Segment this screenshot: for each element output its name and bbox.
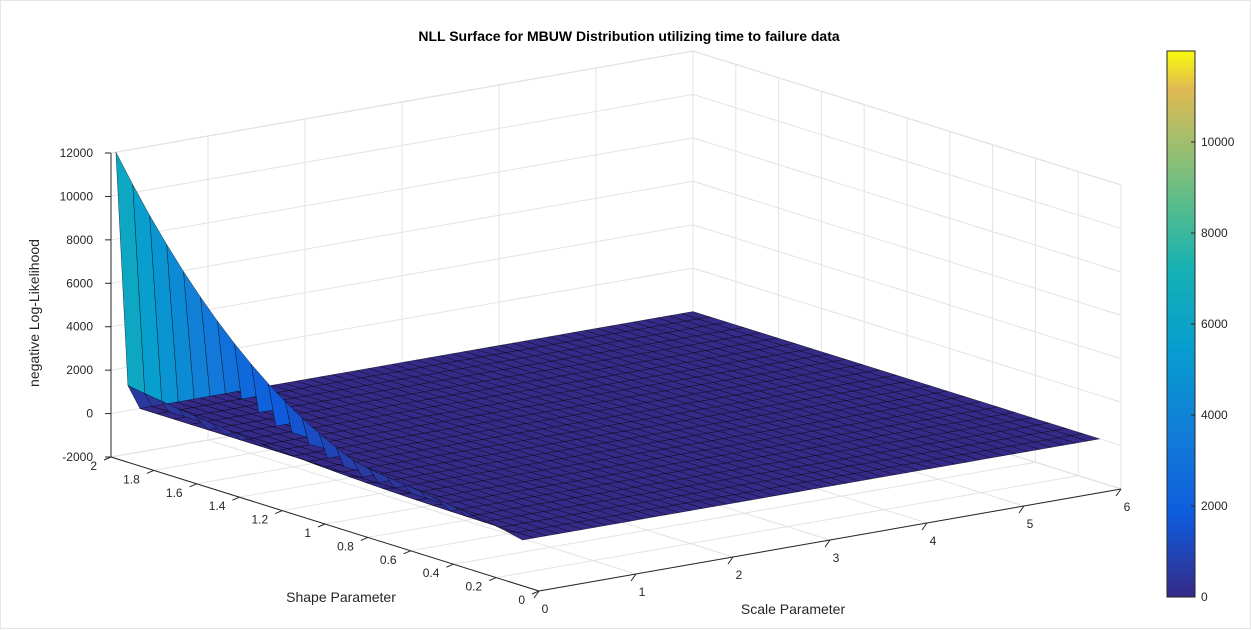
z-tick-label: 2000	[66, 363, 93, 377]
y-tick-label: 0.6	[380, 553, 397, 567]
grid-line	[692, 93, 1122, 229]
y-tick-label: 0.2	[466, 580, 483, 594]
x-tick-mark	[533, 590, 540, 599]
y-tick-mark	[403, 550, 411, 555]
grid-line	[692, 180, 1122, 316]
y-tick-label: 1	[304, 526, 311, 540]
colorbar-tick-label: 6000	[1201, 317, 1228, 331]
x-tick-mark	[1115, 488, 1122, 497]
z-tick-label: 0	[86, 407, 93, 421]
y-tick-label: 1.4	[209, 499, 226, 513]
y-tick-mark	[275, 510, 283, 515]
x-tick-mark	[727, 556, 734, 565]
x-tick-label: 5	[1027, 517, 1034, 531]
y-tick-mark	[360, 536, 368, 541]
y-tick-label: 1.2	[252, 513, 269, 527]
grid-line	[110, 50, 694, 154]
x-tick-label: 0	[542, 602, 549, 616]
z-tick-label: 8000	[66, 233, 93, 247]
x-tick-label: 3	[833, 551, 840, 565]
grid-line	[692, 224, 1122, 360]
grid-line	[692, 267, 1122, 403]
surface-patch	[505, 530, 535, 541]
grid-line	[110, 180, 694, 284]
colorbar: 0 2000 4000 6000 8000 10000	[1166, 50, 1235, 604]
nll-surface	[115, 152, 1100, 541]
colorbar-tick-label: 10000	[1201, 135, 1235, 149]
z-tick-label: 10000	[60, 189, 94, 203]
y-tick-label: 0.8	[337, 539, 354, 553]
x-axis-label: Scale Parameter	[741, 601, 846, 617]
z-tick-label: 6000	[66, 276, 93, 290]
x-tick-label: 6	[1124, 500, 1131, 514]
grid-line	[692, 137, 1122, 273]
colorbar-gradient	[1166, 50, 1196, 598]
grid-line	[110, 93, 694, 197]
grid-line	[453, 461, 1036, 565]
x-tick-label: 2	[736, 568, 743, 582]
axis-ticks: 012345600.20.40.60.811.21.41.61.82-20000…	[60, 146, 1131, 616]
y-tick-label: 1.8	[123, 472, 140, 486]
y-tick-mark	[317, 523, 326, 528]
chart-title: NLL Surface for MBUW Distribution utiliz…	[418, 28, 840, 44]
x-tick-mark	[824, 539, 831, 548]
y-tick-label: 0.4	[423, 566, 440, 580]
colorbar-tick-label: 4000	[1201, 408, 1228, 422]
y-tick-mark	[489, 577, 497, 582]
z-tick-label: -2000	[62, 450, 93, 464]
x-tick-label: 4	[930, 534, 937, 548]
y-tick-mark	[232, 496, 240, 501]
colorbar-tick-label: 8000	[1201, 226, 1228, 240]
y-tick-label: 2	[90, 459, 97, 473]
y-axis-label: Shape Parameter	[286, 589, 396, 605]
y-tick-label: 0	[518, 593, 525, 607]
colorbar-tick-label: 2000	[1201, 499, 1228, 513]
y-tick-mark	[446, 563, 454, 568]
grid-line	[692, 50, 1122, 186]
y-tick-mark	[189, 483, 197, 488]
z-tick-label: 4000	[66, 320, 93, 334]
y-tick-label: 1.6	[166, 486, 183, 500]
x-tick-mark	[921, 522, 928, 531]
x-tick-mark	[630, 573, 637, 582]
x-axis-line	[538, 488, 1122, 592]
y-tick-mark	[531, 590, 540, 595]
grid-line	[110, 137, 694, 241]
x-tick-mark	[1018, 505, 1025, 514]
z-axis-label: negative Log-Likelihood	[26, 239, 42, 387]
z-tick-label: 12000	[60, 146, 94, 160]
x-tick-label: 1	[639, 585, 646, 599]
y-tick-mark	[146, 469, 154, 474]
grid-line	[496, 475, 1079, 579]
colorbar-tick-label: 0	[1201, 590, 1208, 604]
y-axis-line	[110, 456, 540, 592]
